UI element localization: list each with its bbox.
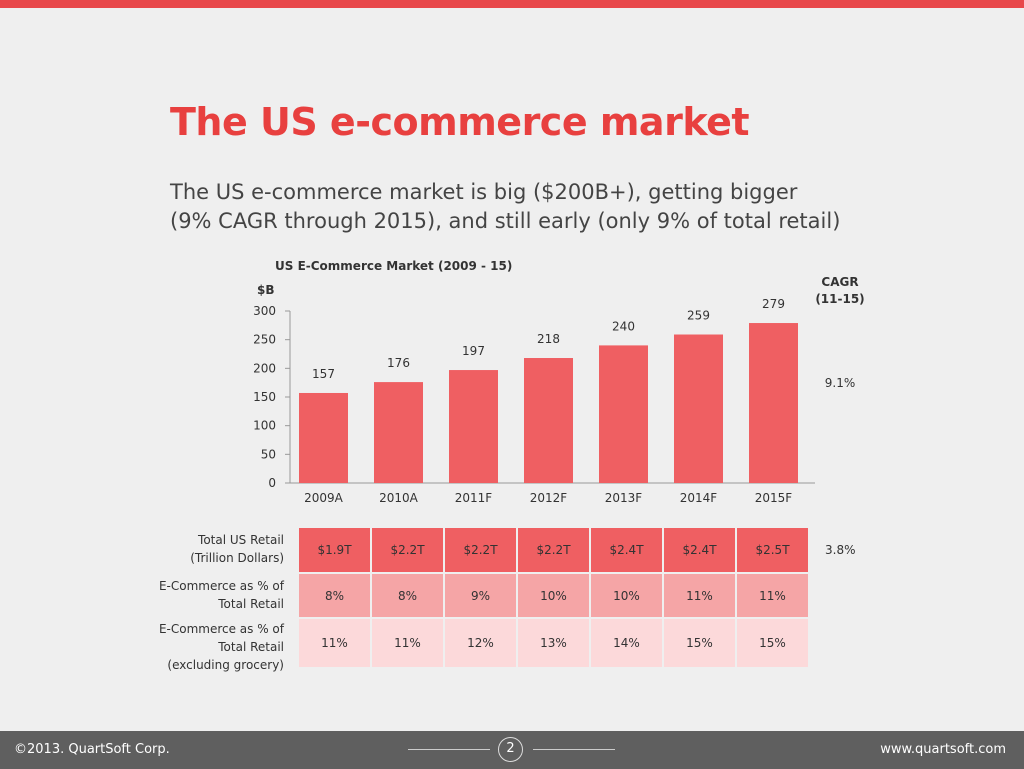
- row-label-ecommerce-pct-ex-grocery: E-Commerce as % of Total Retail (excludi…: [159, 620, 284, 674]
- table-cell: 10%: [591, 574, 662, 617]
- cagr-value: 9.1%: [825, 376, 856, 390]
- y-tick-label: 0: [268, 476, 276, 490]
- data-label: 259: [687, 309, 710, 323]
- bar: [599, 345, 648, 483]
- table-cell: 15%: [737, 619, 808, 667]
- table-cell: 9%: [445, 574, 516, 617]
- data-label: 240: [612, 319, 635, 333]
- bar: [749, 323, 798, 483]
- x-tick-label: 2015F: [755, 491, 793, 505]
- chart-title: US E-Commerce Market (2009 - 15): [275, 259, 512, 273]
- table-cell: 8%: [372, 574, 443, 617]
- table-cell: $2.4T: [664, 528, 735, 572]
- y-tick-label: 150: [253, 390, 276, 404]
- row-label-line: (Trillion Dollars): [190, 551, 284, 565]
- page-number: 2: [498, 737, 523, 762]
- y-tick-label: 200: [253, 361, 276, 375]
- retail-cagr-value: 3.8%: [825, 543, 856, 557]
- table-cell: 10%: [518, 574, 589, 617]
- y-tick-label: 100: [253, 419, 276, 433]
- slide-subtitle: The US e-commerce market is big ($200B+)…: [170, 178, 890, 236]
- row-label-line: E-Commerce as % of: [158, 579, 284, 593]
- data-label: 218: [537, 332, 560, 346]
- bar: [524, 358, 573, 483]
- bar: [449, 370, 498, 483]
- table-cell: 11%: [299, 619, 370, 667]
- divider: [533, 749, 615, 750]
- x-tick-label: 2012F: [530, 491, 568, 505]
- copyright: ©2013. QuartSoft Corp.: [14, 742, 170, 757]
- y-tick-label: 250: [253, 333, 276, 347]
- x-tick-label: 2014F: [680, 491, 718, 505]
- data-label: 197: [462, 344, 485, 358]
- subtitle-line: The US e-commerce market is big ($200B+)…: [170, 180, 798, 204]
- row-label-ecommerce-pct: E-Commerce as % of Total Retail: [159, 577, 284, 613]
- cagr-header: CAGR: [821, 275, 858, 289]
- table-cell: 15%: [664, 619, 735, 667]
- divider: [408, 749, 490, 750]
- row-label-total-retail: Total US Retail (Trillion Dollars): [190, 531, 284, 567]
- table-row: 11% 11% 12% 13% 14% 15% 15%: [299, 619, 808, 667]
- bar: [299, 392, 348, 483]
- table-row: $1.9T $2.2T $2.2T $2.2T $2.4T $2.4T $2.5T: [299, 528, 808, 572]
- row-label-line: Total Retail: [218, 597, 284, 611]
- row-label-line: Total US Retail: [198, 533, 284, 547]
- table-cell: 8%: [299, 574, 370, 617]
- bar: [674, 334, 723, 483]
- table-cell: 11%: [664, 574, 735, 617]
- table-row: 8% 8% 9% 10% 10% 11% 11%: [299, 574, 808, 617]
- data-label: 279: [762, 297, 785, 311]
- x-tick-label: 2011F: [455, 491, 493, 505]
- x-tick-label: 2009A: [304, 491, 344, 505]
- y-tick-label: 50: [261, 447, 276, 461]
- data-label: 176: [387, 356, 410, 370]
- table-cell: 12%: [445, 619, 516, 667]
- table-cell: $1.9T: [299, 528, 370, 572]
- table-cell: 14%: [591, 619, 662, 667]
- top-accent-bar: [0, 0, 1024, 8]
- bar: [374, 382, 423, 483]
- table-cell: $2.2T: [518, 528, 589, 572]
- table-cell: $2.5T: [737, 528, 808, 572]
- table-cell: 11%: [737, 574, 808, 617]
- y-axis-label: $B: [257, 283, 275, 297]
- y-tick-label: 300: [253, 304, 276, 318]
- table-cell: 11%: [372, 619, 443, 667]
- cagr-header: (11-15): [815, 292, 864, 306]
- table-cell: 13%: [518, 619, 589, 667]
- x-tick-label: 2013F: [605, 491, 643, 505]
- bar-chart: US E-Commerce Market (2009 - 15) $B CAGR…: [253, 259, 865, 505]
- row-label-line: (excluding grocery): [167, 658, 284, 672]
- website-link: www.quartsoft.com: [880, 742, 1006, 757]
- row-label-line: Total Retail: [218, 640, 284, 654]
- footer: ©2013. QuartSoft Corp. 2 www.quartsoft.c…: [0, 731, 1024, 769]
- row-label-line: E-Commerce as % of: [158, 622, 284, 636]
- table-cell: $2.4T: [591, 528, 662, 572]
- subtitle-line: (9% CAGR through 2015), and still early …: [170, 209, 841, 233]
- slide-title: The US e-commerce market: [170, 100, 750, 144]
- data-label: 157: [312, 367, 335, 381]
- data-table: $1.9T $2.2T $2.2T $2.2T $2.4T $2.4T $2.5T 8% 8% 9…: [297, 526, 810, 669]
- x-tick-label: 2010A: [379, 491, 419, 505]
- table-cell: $2.2T: [372, 528, 443, 572]
- table-cell: $2.2T: [445, 528, 516, 572]
